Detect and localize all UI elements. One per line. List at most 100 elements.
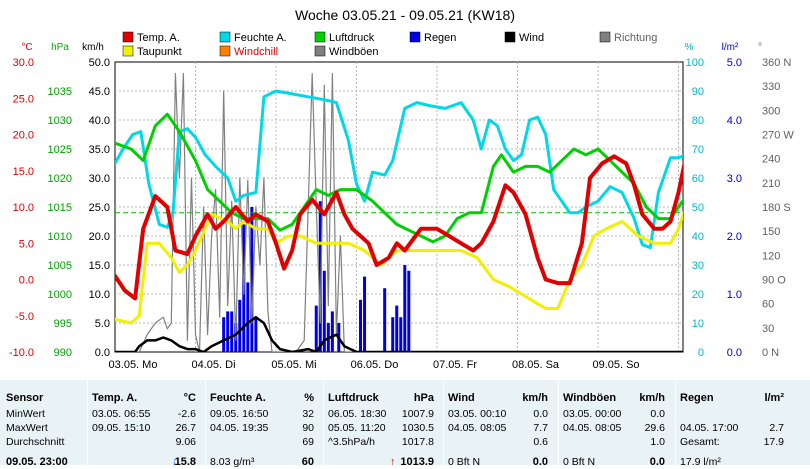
- tick-label-direction: 120: [762, 250, 780, 262]
- series-line-luftdruck: [115, 112, 683, 244]
- column-title: Windböen: [563, 392, 617, 404]
- legend-label: Luftdruck: [329, 32, 375, 44]
- cell-value-max: 7.7: [533, 422, 548, 434]
- tick-label-direction: 90 O: [762, 275, 786, 287]
- tick-label-direction: 270 W: [762, 130, 794, 142]
- cell-label-min: 03.05. 00:10: [448, 408, 507, 420]
- tick-label-speed: 30.0: [89, 173, 110, 185]
- rain-bar: [322, 270, 326, 352]
- legend-swatch: [409, 31, 421, 43]
- rain-bar: [226, 311, 230, 352]
- cell-value-min: 0.0: [650, 408, 665, 420]
- series-line-temp-a-: [115, 154, 683, 301]
- weather-chart: Woche 03.05.21 - 09.05.21 (KW18) Temp. A.…: [9, 7, 794, 371]
- tick-label-humidity: 20: [692, 289, 704, 301]
- column-separator: [205, 380, 206, 465]
- cell-value-avg: 17.9: [763, 436, 784, 448]
- tick-label-x: 09.05. So: [592, 359, 639, 371]
- rain-bar: [250, 207, 254, 352]
- axis-unit-speed: km/h: [82, 42, 104, 53]
- cell-label-max: 04.05. 08:05: [563, 422, 622, 434]
- tick-label-direction: 30: [762, 323, 774, 335]
- cell-value-avg: 0.6: [533, 436, 548, 448]
- cell-value-min: 1007.9: [401, 408, 434, 420]
- cell-label-min: 03.05. 06:55: [92, 408, 151, 420]
- tick-label-temp: 20.0: [13, 130, 34, 142]
- row-label-sensor: Sensor: [6, 392, 44, 404]
- tick-label-humidity: 70: [692, 144, 704, 156]
- tick-label-pressure: 1005: [48, 260, 72, 272]
- series-line-feuchte-a-: [115, 89, 683, 250]
- tick-label-pressure: 1025: [48, 144, 72, 156]
- axis-unit-temp: °C: [21, 42, 32, 53]
- cell-label-max: 04.05. 19:35: [210, 422, 269, 434]
- cell-label-max: 04.05. 08:05: [448, 422, 507, 434]
- tick-label-direction: 330: [762, 81, 780, 93]
- cell-value-current: 0.0: [649, 456, 665, 468]
- axis-unit-humidity: %: [685, 42, 694, 53]
- column-title: Wind: [448, 392, 475, 404]
- tick-label-x: 08.05. Sa: [512, 359, 560, 371]
- cell-value-current: 0.0: [532, 456, 548, 468]
- chart-title: Woche 03.05.21 - 09.05.21 (KW18): [295, 7, 515, 23]
- tick-label-speed: 20.0: [89, 231, 110, 243]
- tick-label-rain: 2.0: [727, 231, 742, 243]
- tick-label-temp: -10.0: [9, 347, 34, 359]
- cell-value-current: 60: [301, 456, 314, 468]
- column-unit: l/m²: [764, 392, 784, 404]
- tick-label-rain: 1.0: [727, 289, 742, 301]
- tick-label-speed: 10.0: [89, 289, 110, 301]
- tick-label-rain: 4.0: [727, 115, 742, 127]
- row-label-avg: Durchschnitt: [6, 436, 65, 448]
- column-separator: [675, 380, 676, 465]
- cell-label-min: 09.05. 16:50: [210, 408, 269, 420]
- rain-bar: [314, 305, 318, 352]
- tick-label-rain: 5.0: [727, 57, 742, 69]
- legend-swatch: [219, 45, 231, 57]
- tick-label-pressure: 1035: [48, 86, 72, 98]
- column-separator: [558, 380, 559, 465]
- axis-unit-pressure: hPa: [51, 42, 69, 53]
- cell-value-max: 2.7: [769, 422, 784, 434]
- tick-label-humidity: 30: [692, 260, 704, 272]
- tick-label-temp: 0.0: [19, 275, 34, 287]
- tick-label-humidity: 50: [692, 202, 704, 214]
- tick-label-pressure: 1010: [48, 231, 72, 243]
- tick-label-pressure: 995: [54, 318, 72, 330]
- row-label-current: 09.05. 23:00: [6, 456, 68, 468]
- column-unit: hPa: [413, 392, 434, 404]
- cell-value-avg: 1.0: [650, 436, 665, 448]
- axis-unit-rain: l/m²: [722, 42, 739, 53]
- cell-value-max: 1030.5: [401, 422, 434, 434]
- tick-label-pressure: 1030: [48, 115, 72, 127]
- column-unit: km/h: [639, 392, 665, 404]
- cell-value-max: 29.6: [644, 422, 665, 434]
- tick-label-x: 03.05. Mo: [109, 359, 158, 371]
- rain-bar: [318, 201, 322, 352]
- legend-label: Richtung: [614, 32, 657, 44]
- tick-label-humidity: 90: [692, 86, 704, 98]
- axis-unit-direction: °: [758, 42, 762, 53]
- cell-label-max: 05.05. 11:20: [328, 422, 386, 434]
- column-unit: °C: [183, 392, 196, 404]
- column-title: Temp. A.: [92, 392, 138, 404]
- tick-label-temp: 25.0: [13, 93, 34, 105]
- cell-value-avg: 1017.8: [401, 436, 434, 448]
- rain-bar: [363, 276, 367, 352]
- rain-bar: [222, 317, 226, 352]
- rain-bar: [230, 311, 234, 352]
- legend-swatch: [122, 31, 134, 43]
- rain-bar: [238, 299, 242, 352]
- cell-label-avg: Gesamt:: [680, 436, 720, 448]
- cell-value-current: 15.8: [174, 456, 196, 468]
- tick-label-temp: 5.0: [19, 238, 34, 250]
- legend-swatch: [599, 31, 611, 43]
- cell-value-min: 32: [302, 408, 314, 420]
- series-line-taupunkt: [115, 210, 683, 325]
- tick-label-x: 07.05. Fr: [433, 359, 477, 371]
- rain-bar: [246, 282, 250, 352]
- cell-value-current: 1013.9: [400, 456, 434, 468]
- rain-bar: [407, 270, 411, 352]
- tick-label-speed: 0.0: [95, 347, 110, 359]
- tick-label-rain: 3.0: [727, 173, 742, 185]
